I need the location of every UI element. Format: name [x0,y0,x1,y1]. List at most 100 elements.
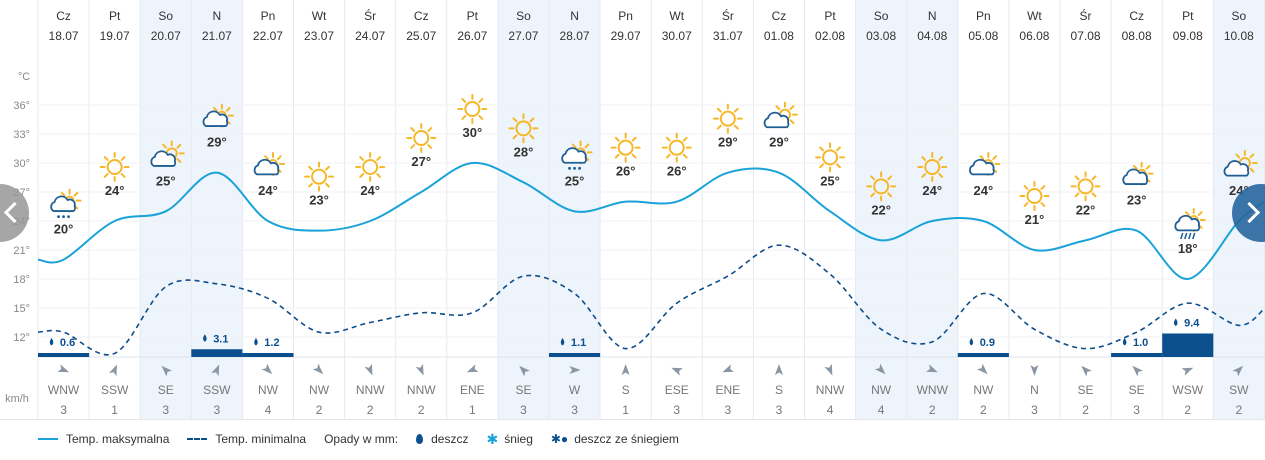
wind-arrow-shape [466,364,479,373]
min-temp-line [37,244,1265,356]
sun-icon [355,152,386,182]
sun-icon [304,161,335,192]
day-of-week-label: Pn [976,9,991,23]
day-of-week-label: So [158,9,173,23]
partly-cloudy-icon [969,152,1001,176]
wind-arrow-icon [1232,365,1244,377]
max-temp-label: 25° [820,173,840,188]
sun-ray [1132,164,1138,170]
day-of-week-label: Śr [722,8,734,23]
wind-direction-label: NNW [356,383,385,397]
wind-speed-label: 1 [469,403,476,417]
day-of-week-label: Pn [618,9,633,23]
raindrop-icon [1122,338,1127,346]
max-temp-label: 29° [769,135,789,150]
sun-ray [512,117,518,123]
wind-speed-label: 3 [162,403,169,417]
date-label: 30.07 [662,29,692,43]
cloud-shape [763,111,790,129]
sun-ray [789,119,795,125]
sun-ray [1249,153,1255,159]
wind-arrow-icon [109,364,117,377]
wind-unit-label: km/h [5,393,29,405]
cloud-shape [561,147,587,164]
date-label: 05.08 [968,29,998,43]
legend-max-temp: Temp. maksymalna [38,432,169,446]
sun-disc [822,149,839,166]
wind-direction-label: S [775,383,783,397]
wind-arrow-shape [621,364,630,375]
max-temp-label: 22° [1076,202,1096,217]
wind-direction-label: NW [973,383,994,397]
max-temp-label: 20° [54,222,74,237]
raindrop-icon [1174,318,1178,326]
cloud-sun-icon [150,140,185,167]
day-of-week-label: Cz [1129,9,1144,23]
wind-direction-label: SSW [203,383,231,397]
y-tick-label: 33° [13,129,30,141]
precip-label: 1.1 [571,337,586,349]
dashed-line-icon [187,438,208,440]
sun-ray [213,106,218,112]
wind-direction-label: ENE [716,383,741,397]
sun-ray [176,143,182,149]
sun-ray [359,156,365,161]
date-label: 19.07 [100,29,130,43]
day-of-week-label: Cz [56,9,71,23]
sun-ray [1040,185,1046,190]
wind-speed-label: 2 [367,403,374,417]
sun-ray [376,156,382,161]
sun-disc [362,159,379,175]
legend-precip-label: Opady w mm: [324,432,399,446]
rain-drop [62,215,65,219]
wind-speed-label: 4 [265,403,272,417]
wind-direction-label: NW [258,383,279,397]
sun-disc [311,168,328,185]
max-temp-line [37,161,1265,281]
sun-ray [120,173,126,178]
sun-ray [938,156,944,161]
sun-ray [410,127,416,132]
wind-arrow-shape [1232,365,1244,377]
sun-ray [308,165,313,171]
sun-icon [815,142,846,173]
sun-ray [992,155,998,161]
raindrop-icon [254,338,258,346]
sun-ray [325,182,330,188]
date-label: 07.08 [1071,29,1101,43]
partly-cloudy-rain-icon [561,140,593,170]
wind-direction-label: SE [515,383,531,397]
sun-icon [406,123,437,153]
wind-direction-label: WNW [917,383,949,397]
date-label: 25.07 [406,29,436,43]
max-temp-label: 23° [1127,193,1147,208]
cloud-shape [1122,168,1148,185]
raindrop-icon [969,338,974,346]
precip-label: 0.9 [980,337,995,349]
day-of-week-label: So [516,9,531,23]
partly-cloudy-icon [253,152,285,176]
wind-arrow-icon [1132,365,1144,377]
wind-arrow-shape [1132,365,1144,377]
wind-arrow-icon [671,367,683,376]
date-label: 24.07 [355,29,385,43]
sun-ray [60,191,66,197]
sun-ray [1091,192,1097,198]
rain-drop [568,166,571,170]
sun-disc [464,101,481,117]
partly-cloudy-icon [202,103,234,128]
sun-ray [529,134,535,140]
sun-ray [264,155,270,161]
sun-ray [836,146,841,152]
date-label: 02.08 [815,29,845,43]
sun-ray [1249,167,1255,173]
max-temp-label: 18° [1178,241,1198,256]
legend-rain-label: deszcz [431,432,469,446]
wind-direction-label: SSW [101,383,129,397]
sun-icon [917,152,948,182]
max-temp-label: 28° [514,144,534,159]
max-temp-label: 29° [718,135,738,150]
date-label: 10.08 [1224,29,1254,43]
max-temp-label: 27° [411,154,431,169]
wind-speed-label: 2 [929,403,936,417]
